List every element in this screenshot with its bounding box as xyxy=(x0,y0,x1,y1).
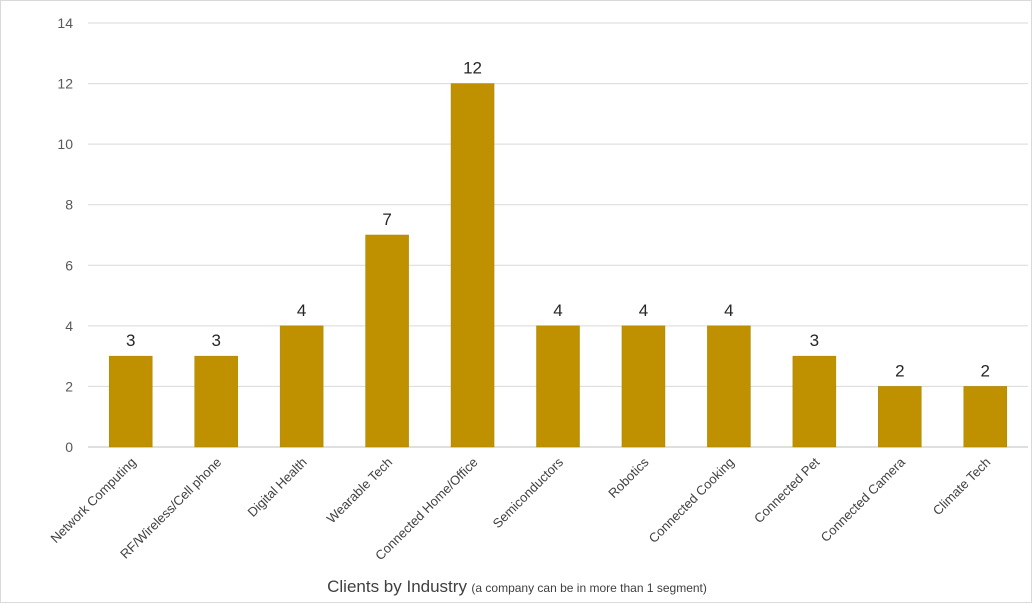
x-axis-title-note: (a company can be in more than 1 segment… xyxy=(471,581,707,595)
bar xyxy=(878,386,922,448)
bar xyxy=(621,325,666,448)
y-tick-label: 14 xyxy=(57,15,73,31)
data-label: 7 xyxy=(382,210,391,229)
bar xyxy=(194,355,238,448)
x-axis-title-main: Clients by Industry xyxy=(327,577,467,596)
x-tick-label: Network Computing xyxy=(48,455,139,546)
x-tick-label: Connected Pet xyxy=(751,454,823,526)
y-tick-label: 10 xyxy=(57,136,73,152)
bar xyxy=(108,355,153,448)
x-tick-label: Semiconductors xyxy=(490,454,567,531)
bar xyxy=(365,234,409,448)
data-label: 4 xyxy=(297,301,306,320)
data-label: 3 xyxy=(211,331,220,350)
bar xyxy=(963,386,1008,448)
x-tick-label: Robotics xyxy=(605,454,652,501)
x-tick-label: Connected Camera xyxy=(818,454,909,545)
data-labels: 3 3 4 7 12 4 4 4 3 2 2 xyxy=(126,59,990,381)
y-tick-label: 0 xyxy=(65,439,73,455)
data-label: 3 xyxy=(810,331,819,350)
x-tick-label: Digital Health xyxy=(244,455,309,520)
data-label: 2 xyxy=(895,361,904,380)
y-tick-label: 4 xyxy=(65,318,73,334)
y-tick-label: 2 xyxy=(65,378,73,394)
bar xyxy=(450,83,495,448)
y-tick-label: 6 xyxy=(65,257,73,273)
data-label: 4 xyxy=(553,301,562,320)
data-label: 4 xyxy=(724,301,733,320)
data-label: 4 xyxy=(639,301,648,320)
y-tick-label: 8 xyxy=(65,197,73,213)
bar xyxy=(536,325,580,448)
data-label: 3 xyxy=(126,331,135,350)
bar xyxy=(792,355,837,448)
bars xyxy=(108,83,1008,448)
x-tick-label: Connected Cooking xyxy=(646,455,737,546)
x-axis-title: Clients by Industry (a company can be in… xyxy=(1,577,1032,597)
y-tick-label: 12 xyxy=(57,76,73,92)
bar xyxy=(279,325,324,448)
data-label: 2 xyxy=(981,361,990,380)
data-label: 12 xyxy=(463,59,482,78)
y-axis-ticks: 0 2 4 6 8 10 12 14 xyxy=(57,15,73,455)
x-tick-label: Climate Tech xyxy=(930,455,994,519)
x-tick-label: Wearable Tech xyxy=(324,455,396,527)
bar xyxy=(707,325,751,448)
